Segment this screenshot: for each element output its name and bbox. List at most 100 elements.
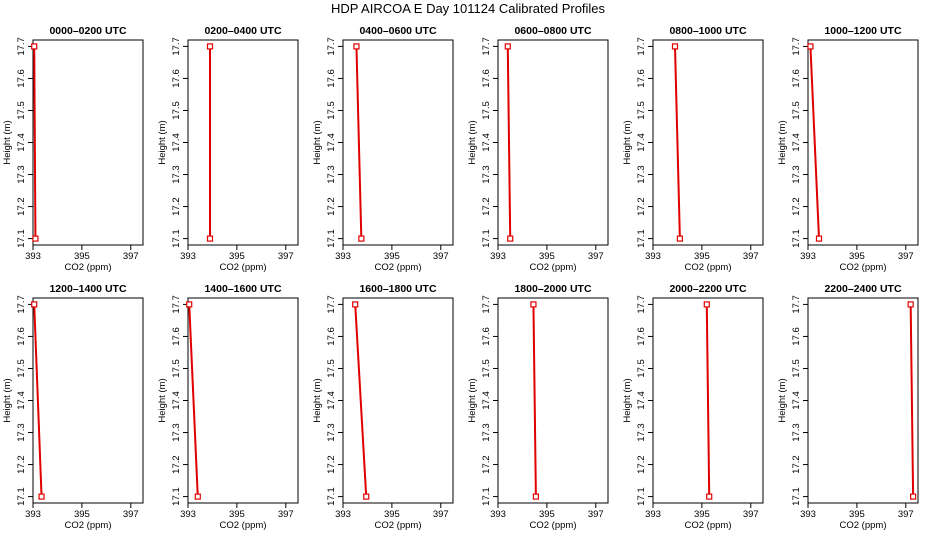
y-tick-label: 17.5: [481, 359, 492, 378]
panel-4: 0800–1000 UTC 393 395 397 17.1 17.2 17.3 17.4 17…: [622, 25, 764, 273]
y-tick-label: 17.3: [636, 423, 647, 442]
panel-title: 0800–1000 UTC: [669, 25, 746, 37]
y-tick-label: 17.3: [171, 423, 182, 442]
panel-frame: [807, 297, 919, 504]
y-tick-label: 17.2: [481, 455, 492, 474]
panel-frame: [652, 39, 764, 246]
x-tick-label: 397: [898, 251, 914, 262]
y-axis-label: Height (m): [312, 120, 323, 164]
data-point: [206, 43, 214, 50]
y-axis-label: Height (m): [157, 378, 168, 422]
data-point: [910, 493, 917, 500]
x-tick-label: 397: [898, 509, 914, 520]
panel-title: 0600–0800 UTC: [514, 25, 591, 37]
y-tick-label: 17.3: [16, 423, 27, 442]
x-axis-label: CO2 (ppm): [685, 262, 732, 273]
x-tick-label: 395: [849, 251, 865, 262]
data-point: [31, 43, 38, 50]
panel-title: 1200–1400 UTC: [49, 283, 126, 295]
data-point: [532, 493, 539, 500]
x-tick-label: 393: [490, 509, 506, 520]
x-tick-label: 397: [123, 509, 139, 520]
panel-frame: [32, 297, 144, 504]
panel-title: 2200–2400 UTC: [824, 283, 901, 295]
x-tick-label: 397: [433, 509, 449, 520]
y-tick-label: 17.7: [326, 37, 337, 56]
y-tick-label: 17.6: [326, 327, 337, 346]
x-axis-label: CO2 (ppm): [840, 520, 887, 531]
x-axis-label: CO2 (ppm): [375, 262, 422, 273]
panel-title: 0200–0400 UTC: [204, 25, 281, 37]
panel-6: 1200–1400 UTC 393 395 397 17.1 17.2 17.3 17.4 17…: [2, 283, 144, 531]
y-tick-label: 17.4: [481, 391, 492, 410]
y-tick-label: 17.7: [636, 37, 647, 56]
profile-line: [909, 304, 915, 497]
y-axis-label: Height (m): [467, 378, 478, 422]
x-tick-label: 393: [800, 509, 816, 520]
y-tick-label: 17.4: [481, 133, 492, 152]
data-point: [504, 43, 511, 50]
x-tick-label: 393: [25, 251, 41, 262]
y-tick-label: 17.1: [16, 229, 27, 248]
panel-10: 2000–2200 UTC 393 395 397 17.1 17.2 17.3 17.4 17…: [622, 283, 764, 531]
profile-line: [532, 304, 537, 497]
x-tick-label: 397: [743, 509, 759, 520]
x-tick-label: 393: [645, 509, 661, 520]
y-tick-label: 17.1: [636, 229, 647, 248]
data-point: [507, 235, 514, 242]
y-tick-label: 17.6: [481, 327, 492, 346]
y-tick-label: 17.4: [636, 133, 647, 152]
data-point: [352, 301, 359, 308]
y-tick-label: 17.3: [171, 165, 182, 184]
x-tick-label: 397: [588, 251, 604, 262]
y-tick-label: 17.7: [636, 295, 647, 314]
y-tick-label: 17.7: [791, 295, 802, 314]
x-tick-label: 395: [74, 509, 90, 520]
x-tick-label: 395: [384, 251, 400, 262]
y-tick-label: 17.2: [326, 455, 337, 474]
x-axis-label: CO2 (ppm): [685, 520, 732, 531]
y-tick-label: 17.2: [636, 197, 647, 216]
data-point: [815, 235, 823, 242]
panel-9: 1800–2000 UTC 393 395 397 17.1 17.2 17.3 17.4 17…: [467, 283, 609, 531]
y-tick-label: 17.1: [791, 487, 802, 506]
y-tick-label: 17.3: [481, 423, 492, 442]
data-point: [353, 43, 360, 50]
y-tick-label: 17.6: [481, 69, 492, 88]
y-tick-label: 17.7: [171, 295, 182, 314]
x-tick-label: 397: [743, 251, 759, 262]
y-tick-label: 17.2: [326, 197, 337, 216]
data-point: [194, 493, 201, 500]
y-tick-label: 17.6: [636, 327, 647, 346]
profile-line: [705, 304, 711, 497]
data-point: [530, 301, 537, 308]
y-axis-label: Height (m): [622, 378, 633, 422]
y-tick-label: 17.5: [481, 101, 492, 120]
y-tick-label: 17.7: [481, 37, 492, 56]
data-point: [703, 301, 710, 308]
x-axis-label: CO2 (ppm): [65, 262, 112, 273]
y-tick-label: 17.7: [791, 37, 802, 56]
y-tick-label: 17.6: [791, 69, 802, 88]
x-tick-label: 393: [490, 251, 506, 262]
y-axis-label: Height (m): [2, 120, 13, 164]
y-tick-label: 17.2: [481, 197, 492, 216]
y-tick-label: 17.1: [481, 487, 492, 506]
data-point: [671, 43, 679, 50]
panel-title: 0000–0200 UTC: [49, 25, 126, 37]
y-tick-label: 17.2: [791, 197, 802, 216]
x-tick-label: 397: [123, 251, 139, 262]
y-tick-label: 17.4: [791, 133, 802, 152]
panel-frame: [807, 39, 919, 246]
y-axis-label: Height (m): [622, 120, 633, 164]
y-tick-label: 17.1: [481, 229, 492, 248]
x-tick-label: 393: [645, 251, 661, 262]
y-tick-label: 17.1: [636, 487, 647, 506]
y-tick-label: 17.1: [171, 229, 182, 248]
y-axis-label: Height (m): [157, 120, 168, 164]
y-tick-label: 17.3: [16, 165, 27, 184]
x-tick-label: 393: [335, 509, 351, 520]
x-tick-label: 395: [539, 251, 555, 262]
x-axis-label: CO2 (ppm): [375, 520, 422, 531]
